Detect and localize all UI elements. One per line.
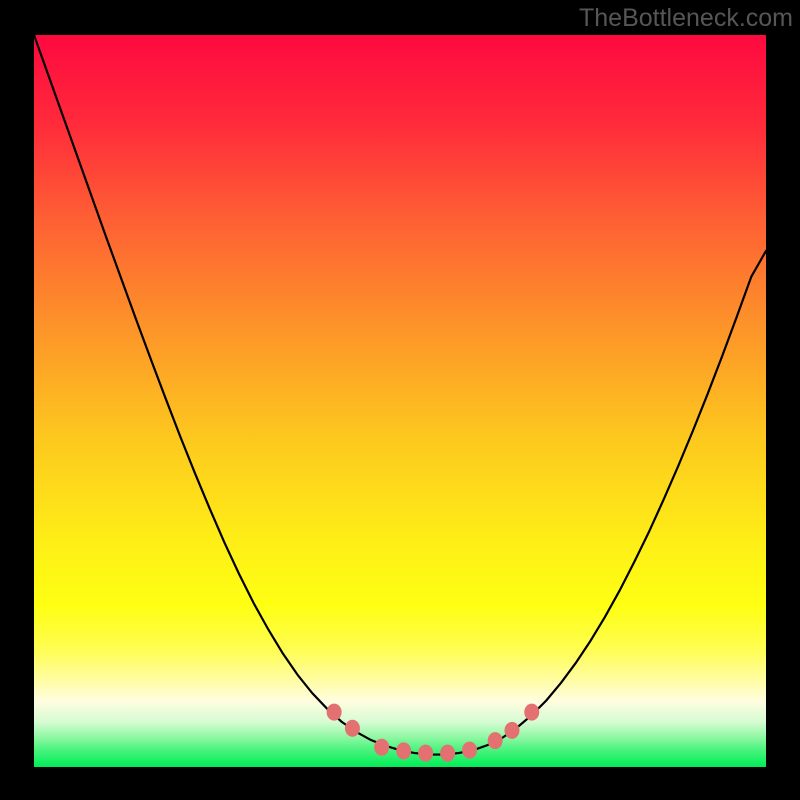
curve-marker	[418, 745, 433, 762]
bottleneck-curve-chart	[0, 0, 800, 800]
curve-marker	[396, 742, 411, 759]
watermark-text: TheBottleneck.com	[579, 4, 793, 33]
curve-marker	[327, 704, 342, 721]
chart-frame: TheBottleneck.com	[0, 0, 800, 800]
curve-marker	[374, 739, 389, 756]
curve-marker	[504, 722, 519, 739]
curve-marker	[462, 742, 477, 759]
curve-marker	[488, 732, 503, 749]
curve-marker	[524, 704, 539, 721]
curve-marker	[345, 720, 360, 737]
curve-marker	[440, 745, 455, 762]
